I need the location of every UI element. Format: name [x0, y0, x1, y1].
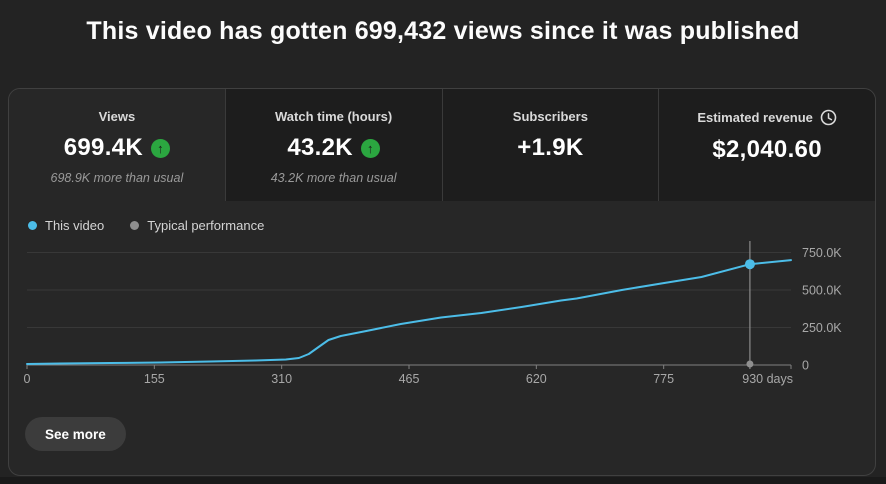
trend-up-icon: ↑ — [360, 138, 380, 158]
svg-text:775: 775 — [653, 372, 674, 386]
legend-typical-performance-label: Typical performance — [147, 218, 265, 233]
metric-tab-subscribers[interactable]: Subscribers +1.9K — [441, 89, 659, 201]
metric-tab-views-label: Views — [98, 109, 136, 124]
views-line-chart[interactable]: 750.0K 500.0K 250.0K 0 0 155 310 465 620 775 930 d… — [9, 237, 875, 394]
metric-tab-estimated-revenue[interactable]: Estimated revenue $2,040.60 — [658, 89, 875, 201]
page-bottom-strip — [0, 477, 886, 484]
see-more-button[interactable]: See more — [25, 417, 126, 451]
metric-tab-subscribers-value: +1.9K — [517, 134, 584, 161]
svg-text:250.0K: 250.0K — [802, 321, 842, 335]
legend-item-typical-performance: Typical performance — [130, 218, 264, 233]
metric-tabs: Views 699.4K ↑ 698.9K more than usual Wa… — [9, 89, 875, 201]
metric-tab-watch-time[interactable]: Watch time (hours) 43.2K ↑ 43.2K more th… — [224, 89, 442, 201]
metric-tab-views-value: 699.4K — [63, 134, 143, 161]
svg-text:500.0K: 500.0K — [802, 284, 842, 298]
this-video-dot-icon — [28, 221, 37, 230]
trend-up-icon: ↑ — [150, 138, 170, 158]
svg-text:155: 155 — [144, 372, 165, 386]
svg-text:0: 0 — [802, 359, 809, 373]
metric-tab-watch-time-value: 43.2K — [287, 134, 353, 161]
svg-text:465: 465 — [399, 372, 420, 386]
metric-tab-revenue-value: $2,040.60 — [712, 136, 822, 163]
metric-tab-watch-time-label: Watch time (hours) — [275, 109, 393, 124]
typical-performance-dot-icon — [130, 221, 140, 230]
metric-tab-revenue-label: Estimated revenue — [697, 110, 813, 125]
chart-legend: This video Typical performance — [28, 218, 875, 233]
metric-tab-views-note: 698.9K more than usual — [50, 171, 184, 185]
svg-text:750.0K: 750.0K — [802, 246, 842, 260]
page-title: This video has gotten 699,432 views sinc… — [86, 17, 800, 45]
svg-text:620: 620 — [526, 372, 547, 386]
svg-text:0: 0 — [24, 372, 31, 386]
metric-tab-subscribers-label: Subscribers — [512, 109, 588, 124]
clock-icon — [820, 109, 837, 126]
metric-tab-watch-time-note: 43.2K more than usual — [270, 171, 397, 185]
metric-tab-views[interactable]: Views 699.4K ↑ 698.9K more than usual — [9, 89, 225, 201]
performance-chart-svg: 750.0K 500.0K 250.0K 0 0 155 310 465 620 775 930 d… — [24, 241, 842, 386]
legend-this-video-label: This video — [45, 218, 105, 233]
svg-text:930 days: 930 days — [742, 372, 793, 386]
analytics-card: Views 699.4K ↑ 698.9K more than usual Wa… — [8, 88, 876, 476]
svg-text:310: 310 — [271, 372, 292, 386]
legend-item-this-video: This video — [28, 218, 104, 233]
